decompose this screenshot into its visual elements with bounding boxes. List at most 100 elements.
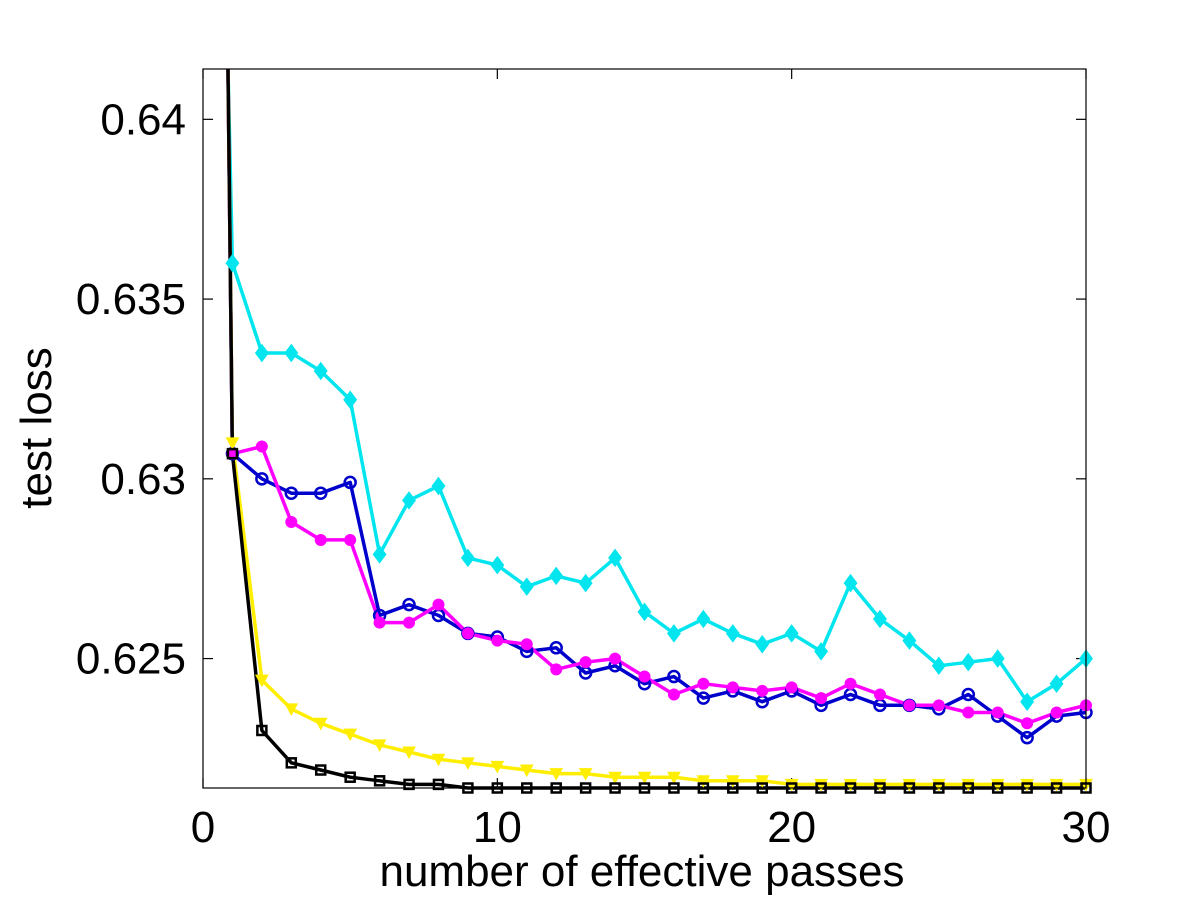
data-point-cyan-diamond xyxy=(961,652,976,672)
data-point-black-square xyxy=(403,778,415,791)
data-point-cyan-diamond xyxy=(460,548,475,568)
data-point-blue-circle xyxy=(549,641,563,655)
y-axis-label: test loss xyxy=(12,347,61,508)
data-point-cyan-diamond xyxy=(225,253,240,273)
series-markers-cyan-diamond xyxy=(225,253,1093,711)
data-point-yellow-triangle xyxy=(931,778,946,792)
data-point-magenta-dot xyxy=(579,656,592,669)
data-point-magenta-dot xyxy=(461,627,474,640)
data-point-black-square xyxy=(226,447,239,460)
y-tick-label: 0.635 xyxy=(76,275,186,324)
data-point-cyan-diamond xyxy=(843,573,858,593)
data-point-blue-circle xyxy=(255,472,269,486)
data-point-cyan-diamond xyxy=(254,343,269,363)
series-markers-magenta-dot xyxy=(226,440,1092,730)
x-tick-label: 10 xyxy=(473,803,522,852)
data-point-yellow-triangle xyxy=(608,771,622,785)
data-point-yellow-triangle xyxy=(873,778,887,792)
data-point-magenta-dot xyxy=(638,670,651,683)
data-point-yellow-triangle xyxy=(1049,778,1064,792)
data-point-cyan-diamond xyxy=(284,343,299,363)
y-tick-label: 0.63 xyxy=(100,455,186,504)
data-point-cyan-diamond xyxy=(784,624,799,643)
data-point-yellow-triangle xyxy=(255,674,269,688)
data-point-magenta-dot xyxy=(285,515,298,528)
data-point-magenta-dot xyxy=(903,699,916,712)
y-tick-label: 0.625 xyxy=(76,635,186,684)
data-point-black-square xyxy=(285,757,298,769)
data-point-yellow-triangle xyxy=(431,753,446,767)
data-point-cyan-diamond xyxy=(755,634,770,654)
series-markers xyxy=(225,253,1093,794)
data-point-cyan-diamond xyxy=(814,642,829,661)
data-point-blue-circle xyxy=(343,475,357,490)
data-point-cyan-diamond xyxy=(402,491,416,510)
data-point-magenta-dot xyxy=(344,533,357,546)
data-point-yellow-triangle xyxy=(284,703,299,716)
data-point-blue-circle xyxy=(961,687,976,702)
data-point-blue-circle xyxy=(313,486,328,500)
data-point-magenta-dot xyxy=(815,692,828,705)
data-point-cyan-diamond xyxy=(902,631,917,650)
data-point-magenta-dot xyxy=(785,681,798,694)
data-point-magenta-dot xyxy=(373,616,386,629)
data-point-black-square xyxy=(314,764,327,776)
data-point-blue-circle xyxy=(696,691,711,705)
data-point-cyan-diamond xyxy=(725,624,740,643)
data-point-magenta-dot xyxy=(991,706,1004,719)
data-point-cyan-diamond xyxy=(696,609,711,629)
data-point-yellow-triangle xyxy=(372,739,387,752)
data-point-cyan-diamond xyxy=(519,577,534,596)
data-point-black-square xyxy=(256,724,268,737)
data-point-yellow-triangle xyxy=(549,768,564,781)
data-point-yellow-triangle xyxy=(519,764,534,778)
data-point-cyan-diamond xyxy=(431,476,446,496)
data-point-cyan-diamond xyxy=(490,555,505,575)
data-point-black-square xyxy=(373,775,386,787)
data-point-magenta-dot xyxy=(697,677,710,690)
data-point-black-square xyxy=(432,778,445,791)
data-point-cyan-diamond xyxy=(313,361,328,381)
data-point-yellow-triangle xyxy=(1020,778,1034,792)
data-point-magenta-dot xyxy=(255,440,268,453)
data-point-magenta-dot xyxy=(1021,717,1034,730)
data-point-magenta-dot xyxy=(314,533,327,546)
data-point-yellow-triangle xyxy=(313,717,328,731)
data-point-yellow-triangle xyxy=(225,437,240,450)
series-markers-yellow-triangle xyxy=(225,437,1093,792)
data-point-cyan-diamond xyxy=(1049,674,1064,693)
data-point-yellow-triangle xyxy=(784,778,799,792)
data-point-yellow-triangle xyxy=(490,760,505,774)
data-point-black-square xyxy=(344,771,356,783)
data-point-yellow-triangle xyxy=(696,775,711,788)
data-point-yellow-triangle xyxy=(902,778,917,792)
x-tick-label: 0 xyxy=(191,803,215,852)
data-point-cyan-diamond xyxy=(931,656,946,676)
data-point-cyan-diamond xyxy=(372,545,387,564)
data-point-yellow-triangle xyxy=(667,771,681,785)
plot-frame xyxy=(202,68,1087,789)
data-point-magenta-dot xyxy=(962,706,975,719)
data-point-cyan-diamond xyxy=(578,573,593,593)
x-axis-label: number of effective passes xyxy=(379,847,904,896)
data-point-magenta-dot xyxy=(756,684,769,697)
x-tick-label: 30 xyxy=(1062,803,1111,852)
data-point-cyan-diamond xyxy=(873,609,887,629)
data-point-yellow-triangle xyxy=(755,775,770,788)
data-point-cyan-diamond xyxy=(990,649,1005,668)
data-point-blue-circle xyxy=(284,486,299,500)
data-point-magenta-dot xyxy=(667,688,680,701)
y-tick-label: 0.64 xyxy=(100,95,186,144)
data-point-cyan-diamond xyxy=(608,548,623,568)
data-point-yellow-triangle xyxy=(990,778,1005,792)
data-point-cyan-diamond xyxy=(549,566,564,586)
data-point-yellow-triangle xyxy=(343,728,358,742)
data-point-magenta-dot xyxy=(520,638,533,651)
x-tick-label: 20 xyxy=(767,803,816,852)
data-point-cyan-diamond xyxy=(343,390,358,409)
data-point-blue-circle xyxy=(402,597,416,612)
data-point-magenta-dot xyxy=(609,652,622,665)
data-point-magenta-dot xyxy=(403,616,416,629)
data-point-magenta-dot xyxy=(491,634,504,647)
